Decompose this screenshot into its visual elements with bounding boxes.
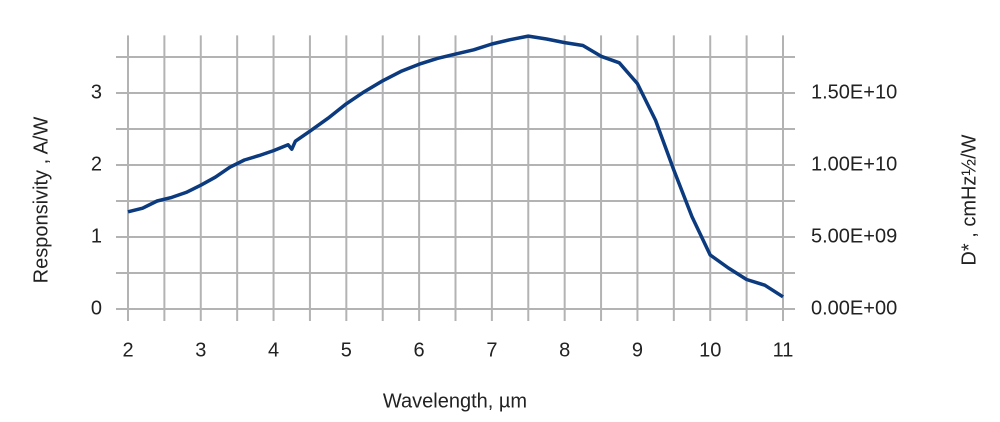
x-tick-label: 10 xyxy=(699,339,721,361)
y2-axis-label: D* , cmHz½/W xyxy=(958,134,980,265)
y-axis-label: Responsivity , A/W xyxy=(30,117,52,284)
x-tick-label: 11 xyxy=(773,339,794,361)
x-axis-label: Wavelength, µm xyxy=(383,390,527,412)
x-tick-label: 3 xyxy=(195,339,206,361)
x-tick-label: 7 xyxy=(486,339,497,361)
y2-tick-label: 1.00E+10 xyxy=(811,153,897,175)
x-tick-label: 5 xyxy=(341,339,352,361)
y-tick-label: 2 xyxy=(91,153,102,175)
x-tick-label: 6 xyxy=(414,339,425,361)
y2-tick-label: 0.00E+00 xyxy=(811,297,897,319)
x-tick-label: 8 xyxy=(559,339,570,361)
y2-tick-label: 1.50E+10 xyxy=(811,81,897,103)
x-tick-label: 9 xyxy=(632,339,643,361)
x-tick-label: 2 xyxy=(122,339,133,361)
y-tick-label: 0 xyxy=(91,297,102,319)
x-tick-label: 4 xyxy=(268,339,279,361)
y-tick-label: 3 xyxy=(91,81,102,103)
data-line xyxy=(127,34,784,299)
y2-tick-label: 5.00E+09 xyxy=(811,225,897,247)
y-tick-label: 1 xyxy=(91,225,102,247)
